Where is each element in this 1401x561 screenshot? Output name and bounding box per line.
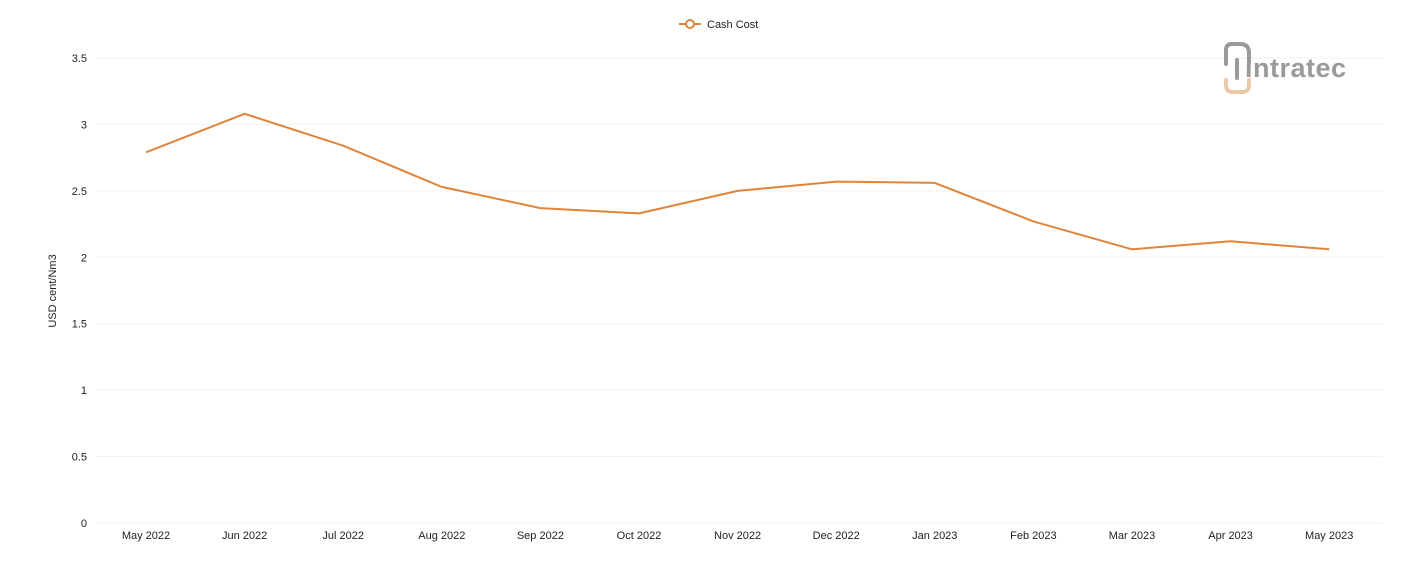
data-point[interactable] (732, 185, 744, 197)
y-tick-label: 2 (81, 252, 87, 264)
x-tick-label: Dec 2022 (813, 530, 860, 542)
y-tick-label: 0.5 (72, 452, 87, 464)
data-point[interactable] (830, 176, 842, 188)
data-point[interactable] (534, 202, 546, 214)
x-tick-label: Nov 2022 (714, 530, 761, 542)
data-point[interactable] (239, 108, 251, 120)
series-line-cash-cost[interactable] (145, 112, 1330, 251)
series-group (140, 108, 1335, 255)
x-tick-label: Apr 2023 (1208, 530, 1253, 542)
legend[interactable]: Cash Cost (679, 19, 758, 31)
data-point[interactable] (337, 140, 349, 152)
data-point[interactable] (1126, 243, 1138, 255)
x-tick-label: Jan 2023 (912, 530, 957, 542)
y-tick-label: 2.5 (72, 186, 87, 198)
x-tick-label: Jun 2022 (222, 530, 267, 542)
legend-label: Cash Cost (707, 19, 758, 31)
x-tick-label: Sep 2022 (517, 530, 564, 542)
y-axis-ticks: 0 0.5 1 1.5 2 2.5 3 3.5 (72, 53, 87, 530)
logo-arc-bottom (1224, 78, 1251, 94)
data-point[interactable] (1027, 215, 1039, 227)
x-tick-label: Mar 2023 (1109, 530, 1155, 542)
y-tick-label: 1 (81, 385, 87, 397)
y-tick-label: 1.5 (72, 319, 87, 331)
data-point[interactable] (1225, 235, 1237, 247)
data-point[interactable] (633, 207, 645, 219)
y-axis-title: USD cent/Nm3 (47, 254, 59, 327)
data-point[interactable] (1323, 243, 1335, 255)
x-tick-label: May 2023 (1305, 530, 1353, 542)
x-tick-label: Oct 2022 (617, 530, 662, 542)
y-tick-label: 3.5 (72, 53, 87, 65)
grid-lines (96, 57, 1383, 524)
x-tick-label: Feb 2023 (1010, 530, 1056, 542)
data-point[interactable] (436, 181, 448, 193)
legend-circle-marker (685, 19, 695, 29)
data-point[interactable] (140, 146, 152, 158)
x-tick-label: May 2022 (122, 530, 170, 542)
intratec-logo: intratec (1224, 42, 1347, 94)
logo-text: intratec (1245, 53, 1347, 83)
logo-arc-top (1224, 42, 1251, 66)
data-point[interactable] (929, 177, 941, 189)
y-tick-label: 0 (81, 518, 87, 530)
x-tick-label: Jul 2022 (322, 530, 364, 542)
x-axis-ticks: May 2022 Jun 2022 Jul 2022 Aug 2022 Sep 2022… (122, 530, 1354, 542)
x-tick-label: Aug 2022 (418, 530, 465, 542)
y-tick-label: 3 (81, 119, 87, 131)
